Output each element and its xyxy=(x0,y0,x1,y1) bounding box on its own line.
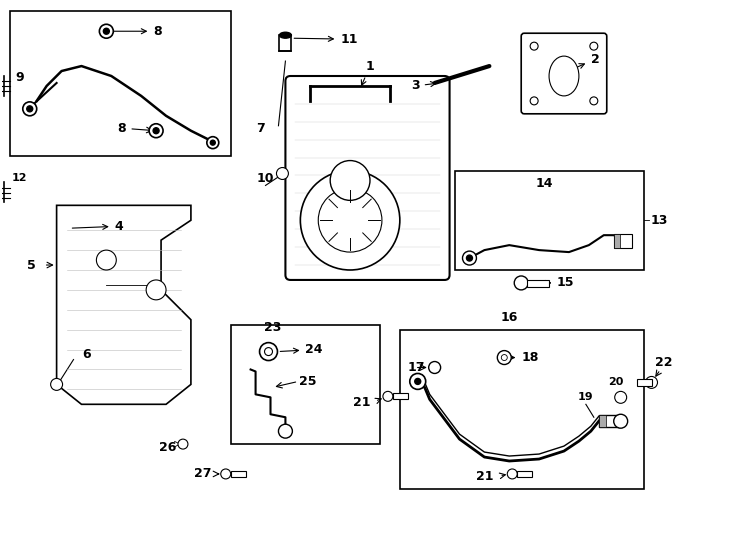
Text: 24: 24 xyxy=(280,343,323,356)
Circle shape xyxy=(278,424,292,438)
Text: 9: 9 xyxy=(15,71,24,84)
Circle shape xyxy=(178,439,188,449)
Text: 16: 16 xyxy=(501,311,518,324)
Circle shape xyxy=(410,374,426,389)
Ellipse shape xyxy=(549,56,579,96)
Circle shape xyxy=(149,124,163,138)
Bar xyxy=(454,171,644,270)
Text: 4: 4 xyxy=(73,220,123,233)
Circle shape xyxy=(462,251,476,265)
Bar xyxy=(400,330,644,489)
Circle shape xyxy=(429,361,440,374)
Circle shape xyxy=(590,97,597,105)
Circle shape xyxy=(330,160,370,200)
Text: 22: 22 xyxy=(655,356,672,369)
Circle shape xyxy=(277,167,288,179)
Text: 21: 21 xyxy=(353,396,371,409)
Circle shape xyxy=(646,376,658,388)
Circle shape xyxy=(515,276,528,290)
Circle shape xyxy=(153,128,159,134)
Text: 27: 27 xyxy=(194,468,211,481)
Circle shape xyxy=(590,42,597,50)
Circle shape xyxy=(383,392,393,401)
Text: 2: 2 xyxy=(567,52,600,72)
Text: 6: 6 xyxy=(82,348,91,361)
Text: 20: 20 xyxy=(608,377,623,387)
Circle shape xyxy=(103,28,109,34)
Circle shape xyxy=(498,350,512,365)
Bar xyxy=(230,325,380,444)
Circle shape xyxy=(96,250,116,270)
Text: 19: 19 xyxy=(578,393,594,402)
Circle shape xyxy=(99,24,113,38)
FancyBboxPatch shape xyxy=(286,76,449,280)
Text: 12: 12 xyxy=(12,173,28,184)
Circle shape xyxy=(300,171,400,270)
Circle shape xyxy=(507,469,517,479)
Bar xyxy=(280,35,291,51)
Text: 1: 1 xyxy=(361,59,374,85)
Circle shape xyxy=(530,42,538,50)
Bar xyxy=(636,380,652,387)
FancyBboxPatch shape xyxy=(521,33,607,114)
Text: 26: 26 xyxy=(159,441,176,454)
Text: 15: 15 xyxy=(545,276,575,289)
Circle shape xyxy=(501,355,507,361)
Circle shape xyxy=(614,392,627,403)
Bar xyxy=(527,280,549,287)
Circle shape xyxy=(614,414,628,428)
Text: 11: 11 xyxy=(294,33,357,46)
Bar xyxy=(230,471,246,477)
Bar xyxy=(614,234,632,248)
Text: 8: 8 xyxy=(117,122,126,135)
Bar xyxy=(614,234,619,248)
Text: 14: 14 xyxy=(535,177,553,190)
Text: 17: 17 xyxy=(407,361,425,374)
Circle shape xyxy=(221,469,230,479)
Circle shape xyxy=(51,379,62,390)
Circle shape xyxy=(26,106,33,112)
Text: 25: 25 xyxy=(299,375,316,388)
Circle shape xyxy=(207,137,219,148)
Bar xyxy=(10,11,230,156)
Circle shape xyxy=(260,342,277,361)
Circle shape xyxy=(211,140,215,145)
Circle shape xyxy=(146,280,166,300)
Text: 5: 5 xyxy=(27,259,36,272)
Polygon shape xyxy=(57,205,191,404)
Bar xyxy=(599,415,619,427)
Text: 21: 21 xyxy=(476,470,493,483)
Text: 23: 23 xyxy=(264,321,281,334)
Circle shape xyxy=(530,97,538,105)
Bar xyxy=(517,471,532,477)
Text: 8: 8 xyxy=(109,25,161,38)
Circle shape xyxy=(415,379,421,384)
Bar xyxy=(393,393,408,400)
Text: 7: 7 xyxy=(256,122,265,135)
Text: 18: 18 xyxy=(507,351,539,364)
Bar xyxy=(599,415,606,427)
Circle shape xyxy=(23,102,37,116)
Text: 3: 3 xyxy=(411,79,436,92)
Circle shape xyxy=(467,255,473,261)
Text: 13: 13 xyxy=(650,214,668,227)
Circle shape xyxy=(264,348,272,355)
Text: 10: 10 xyxy=(257,172,275,185)
Ellipse shape xyxy=(280,32,291,38)
Circle shape xyxy=(319,188,382,252)
